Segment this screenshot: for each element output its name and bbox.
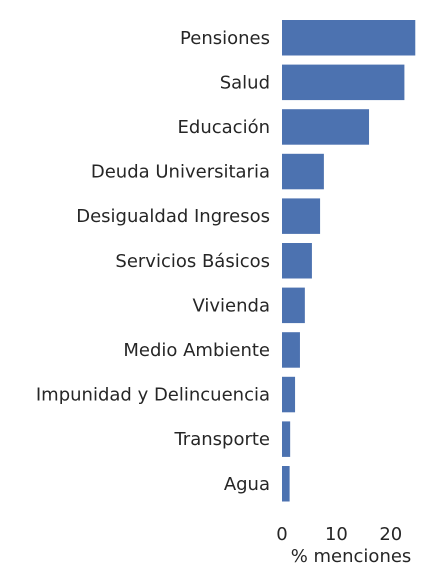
category-label: Desigualdad Ingresos bbox=[76, 206, 270, 227]
bar-8 bbox=[282, 377, 295, 413]
x-tick-label: 20 bbox=[379, 524, 402, 545]
category-label: Servicios Básicos bbox=[115, 251, 270, 272]
category-label: Agua bbox=[224, 474, 270, 495]
x-tick-label: 0 bbox=[276, 524, 287, 545]
category-label: Impunidad y Delincuencia bbox=[36, 385, 270, 406]
x-tick-label: 10 bbox=[325, 524, 348, 545]
bar-1 bbox=[282, 65, 404, 101]
category-label: Vivienda bbox=[192, 295, 270, 316]
bar-9 bbox=[282, 421, 290, 457]
bar-10 bbox=[282, 466, 290, 502]
bar-4 bbox=[282, 198, 320, 234]
bar-3 bbox=[282, 154, 324, 190]
x-tick-labels: 0 10 20 bbox=[276, 524, 402, 545]
bar-0 bbox=[282, 20, 415, 56]
category-label: Salud bbox=[220, 72, 270, 93]
category-label: Deuda Universitaria bbox=[91, 162, 270, 183]
x-axis-label: % menciones bbox=[291, 546, 412, 567]
bar-2 bbox=[282, 109, 369, 145]
category-label: Medio Ambiente bbox=[123, 340, 270, 361]
bar-6 bbox=[282, 288, 305, 324]
bar-7 bbox=[282, 332, 300, 368]
category-labels: Pensiones Salud Educación Deuda Universitar… bbox=[36, 28, 270, 495]
category-label: Pensiones bbox=[180, 28, 270, 49]
category-label: Transporte bbox=[173, 429, 270, 450]
bars-layer bbox=[282, 20, 415, 502]
category-label: Educación bbox=[178, 117, 270, 138]
bar-5 bbox=[282, 243, 312, 279]
